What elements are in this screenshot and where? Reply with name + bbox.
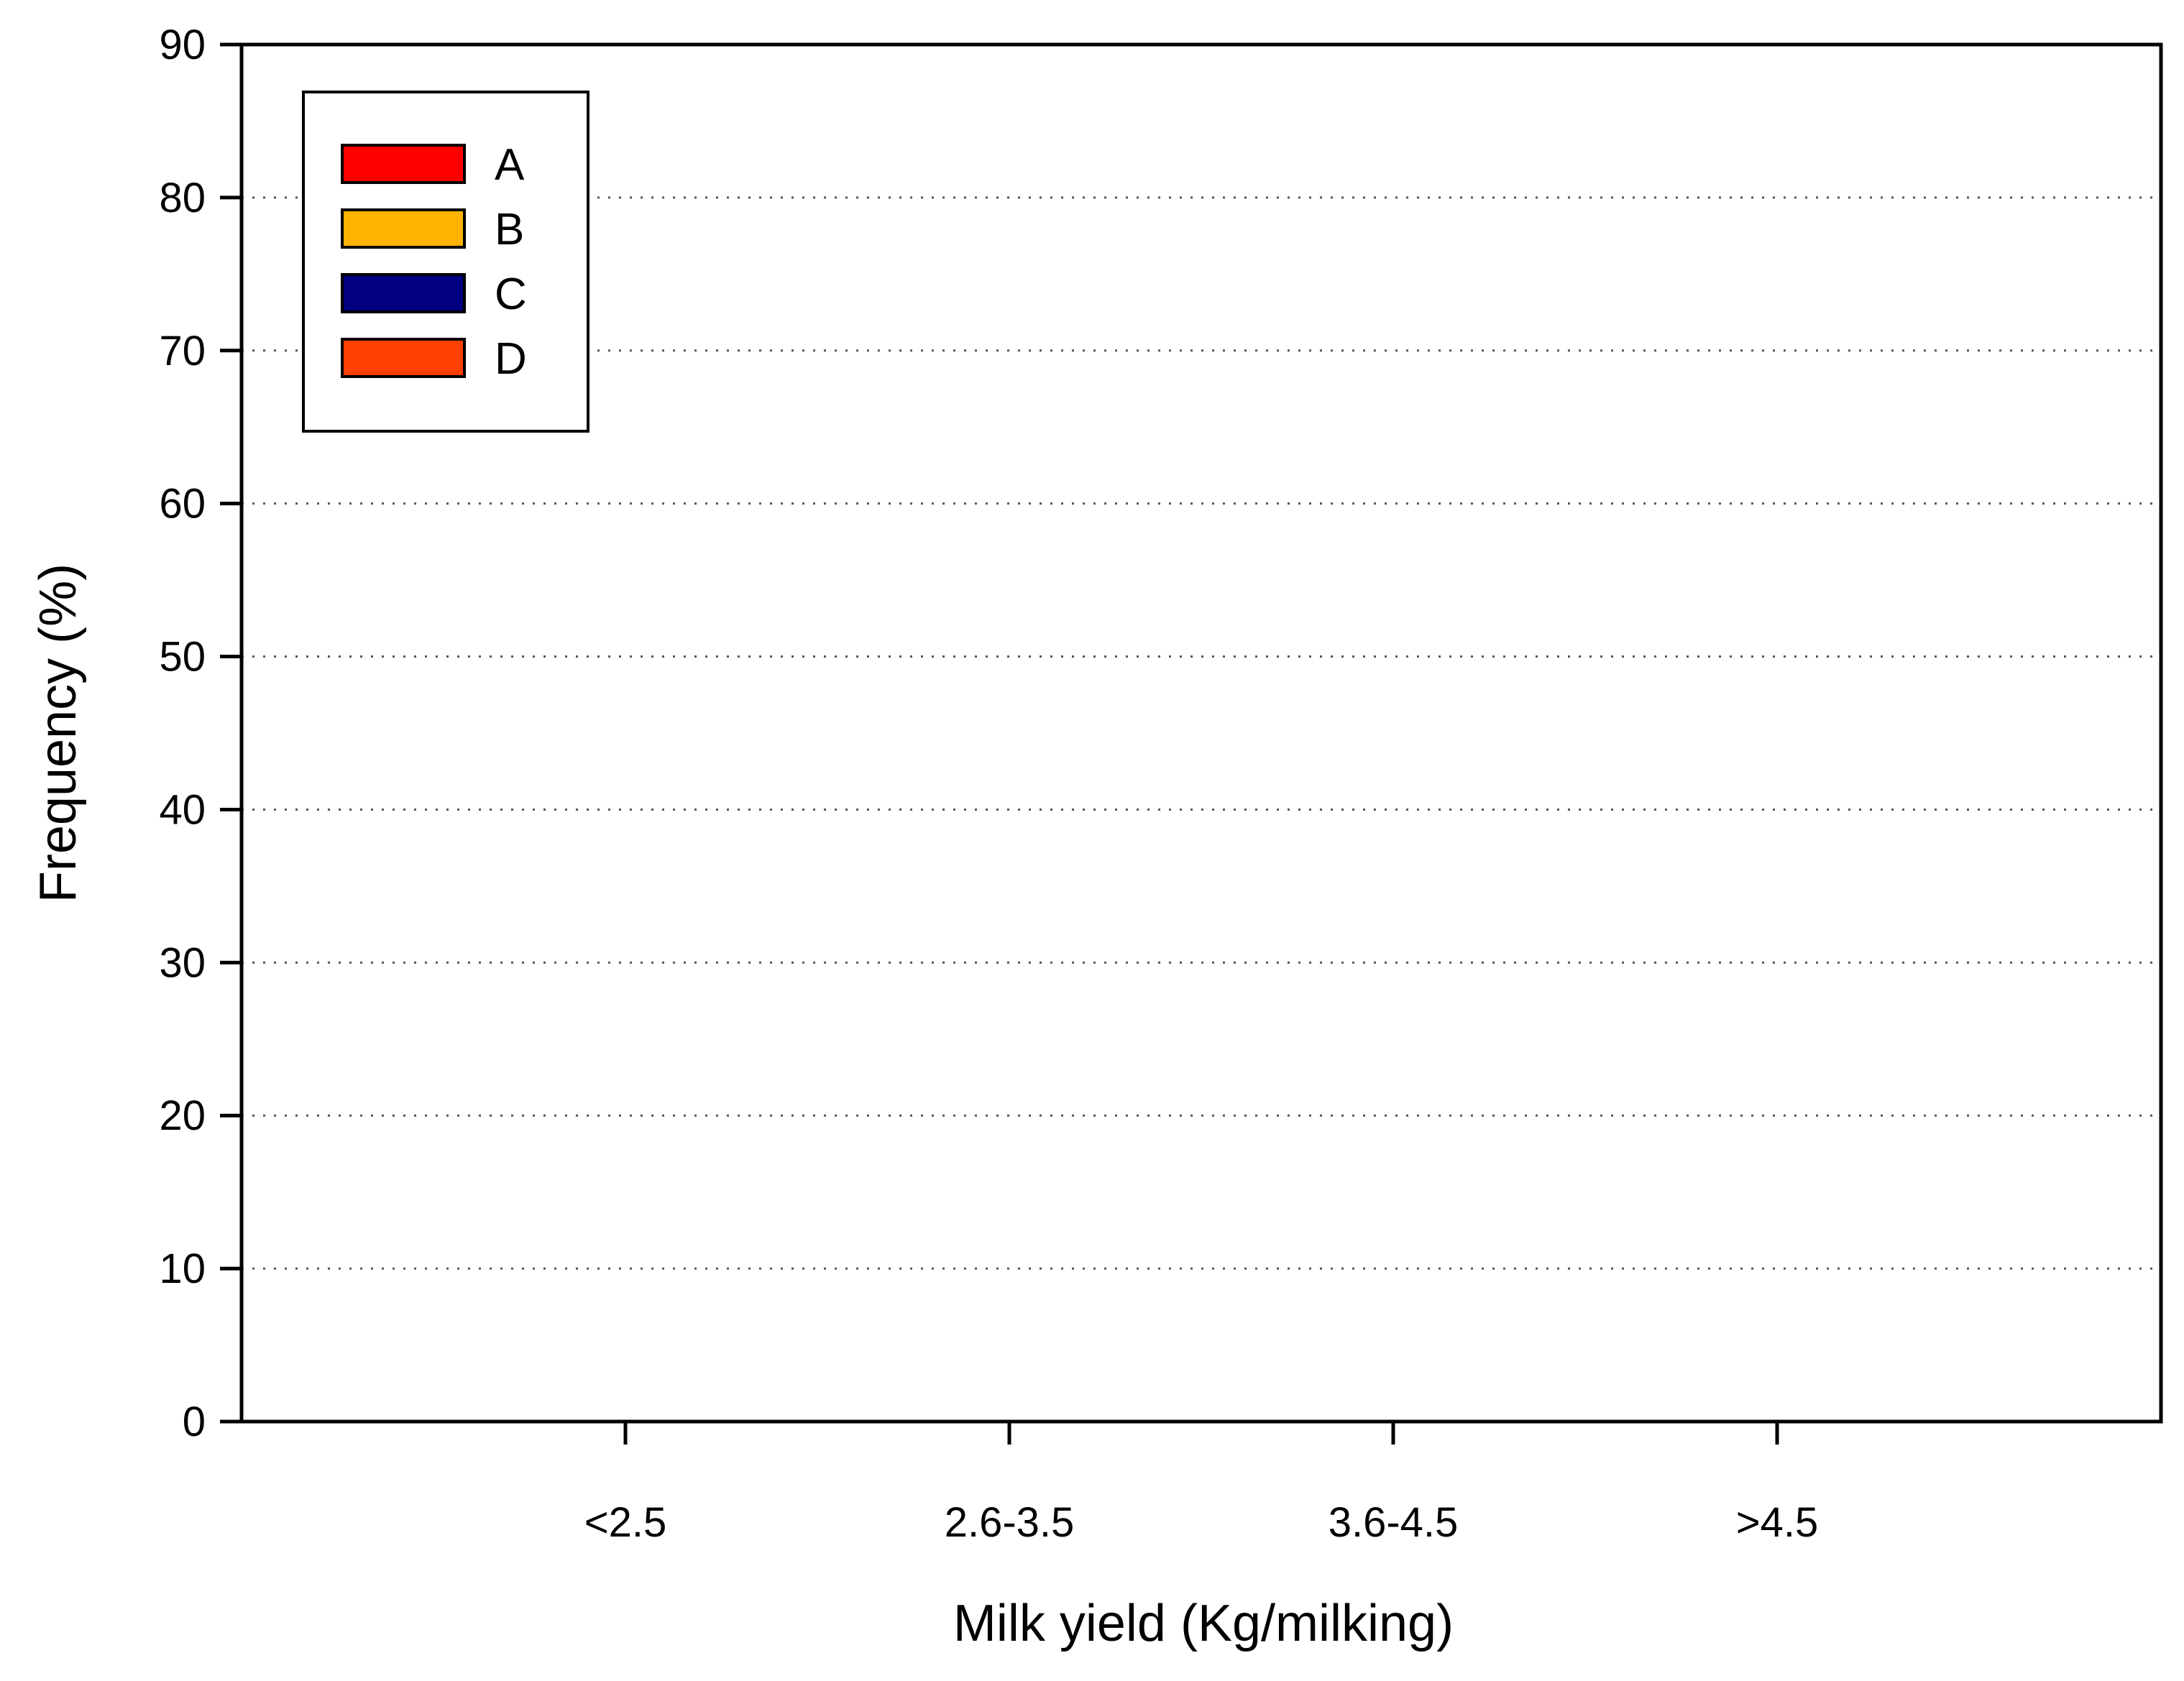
legend-swatch <box>341 273 466 313</box>
legend-box <box>302 91 589 433</box>
x-tick-label: 3.6-4.5 <box>1329 1499 1459 1546</box>
legend-swatch <box>341 144 466 184</box>
legend-label: A <box>495 140 525 190</box>
grid-lines <box>242 196 2161 1270</box>
y-tick-label: 20 <box>159 1092 206 1139</box>
y-tick-label: 70 <box>159 328 206 374</box>
y-tick-label: 40 <box>159 786 206 833</box>
y-tick-label: 0 <box>183 1399 206 1445</box>
x-tick-label: <2.5 <box>584 1499 667 1546</box>
legend-label: B <box>495 205 524 254</box>
x-axis: <2.5 2.6-3.5 3.6-4.5 >4.5 <box>584 1422 1819 1546</box>
x-tick-label: 2.6-3.5 <box>945 1499 1075 1546</box>
legend-label: D <box>495 334 527 384</box>
y-tick-label: 80 <box>159 175 206 221</box>
legend-label: C <box>495 270 527 319</box>
legend-swatch <box>341 338 466 378</box>
y-tick-label: 10 <box>159 1245 206 1292</box>
legend-swatch <box>341 208 466 249</box>
y-axis: 0 10 20 30 40 50 60 70 80 90 <box>159 22 242 1445</box>
plot-area <box>239 42 2163 1424</box>
x-axis-title: Milk yield (Kg/milking) <box>953 1595 1454 1652</box>
y-tick-label: 60 <box>159 481 206 528</box>
y-tick-label: 90 <box>159 22 206 68</box>
y-tick-label: 50 <box>159 634 206 681</box>
x-tick-label: >4.5 <box>1736 1499 1819 1546</box>
y-axis-title: Frequency (%) <box>29 563 87 903</box>
y-tick-label: 30 <box>159 939 206 986</box>
